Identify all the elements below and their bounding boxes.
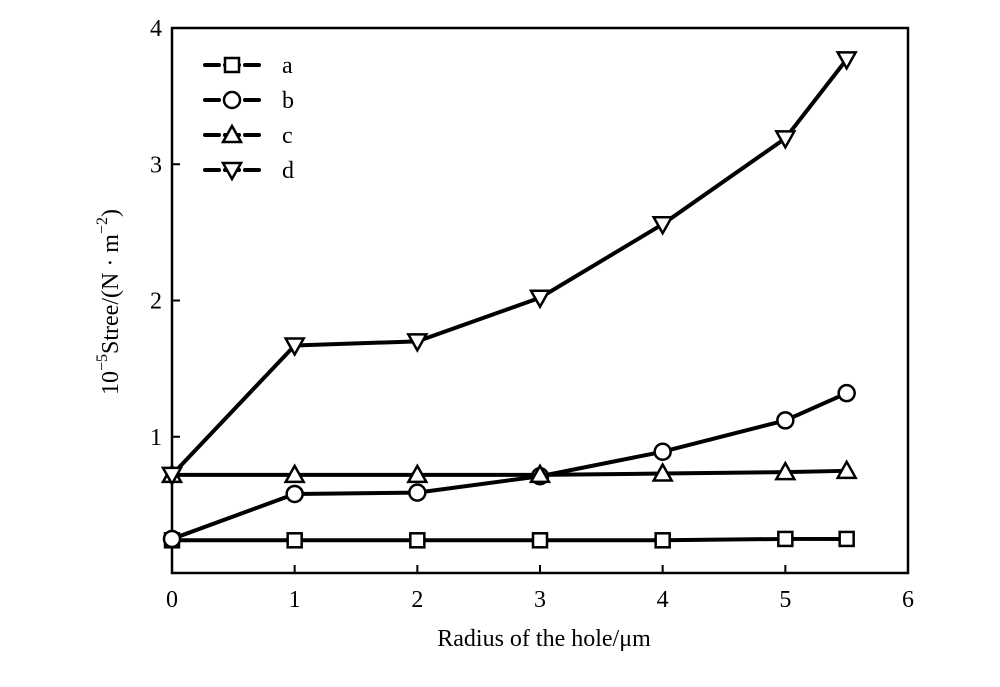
x-axis-label: Radius of the hole/μm bbox=[437, 626, 651, 652]
series-line-b bbox=[170, 391, 849, 541]
series-b bbox=[162, 383, 856, 549]
y-axis-label-mid: Stree/(N · m bbox=[98, 234, 124, 354]
x-tick-label: 1 bbox=[289, 587, 301, 613]
series-line-c bbox=[170, 468, 849, 477]
data-point-d bbox=[160, 466, 184, 487]
legend-label: d bbox=[282, 158, 294, 184]
data-point-c bbox=[283, 463, 306, 484]
data-point-b bbox=[162, 529, 182, 549]
series-line-d bbox=[170, 57, 849, 477]
x-tick-label: 6 bbox=[902, 587, 914, 613]
y-axis-label-coef: 10 bbox=[98, 371, 124, 395]
legend-label: a bbox=[282, 53, 293, 79]
y-axis-label-end: ) bbox=[98, 209, 124, 217]
series-d bbox=[160, 51, 858, 487]
data-point-c bbox=[835, 459, 858, 480]
data-point-b bbox=[776, 411, 795, 430]
data-point-c bbox=[774, 460, 797, 481]
legend-marker-d bbox=[220, 161, 244, 182]
data-point-d bbox=[651, 215, 674, 236]
legend-label: b bbox=[282, 88, 294, 114]
series-c bbox=[160, 459, 858, 484]
series-a bbox=[163, 530, 855, 549]
y-axis-label-exp: −5 bbox=[94, 354, 111, 371]
data-point-c bbox=[528, 463, 552, 484]
x-tick-label: 5 bbox=[779, 587, 791, 613]
data-point-b bbox=[408, 483, 427, 502]
data-point-b bbox=[653, 442, 672, 461]
legend-marker-b bbox=[222, 90, 242, 110]
x-tick-label: 2 bbox=[411, 587, 423, 613]
data-point-d bbox=[774, 130, 797, 150]
y-axis-label: 10−5Stree/(N · m−2) bbox=[94, 209, 124, 395]
data-point-c bbox=[406, 463, 429, 484]
data-point-d bbox=[283, 337, 306, 358]
x-tick-label: 0 bbox=[166, 587, 178, 613]
data-point-a bbox=[777, 530, 794, 548]
y-tick-label: 4 bbox=[150, 16, 162, 42]
data-point-a bbox=[654, 532, 671, 549]
axis-ticks: 0 1 2 3 4 5 6 1 2 3 4 bbox=[150, 16, 914, 613]
series-layer bbox=[160, 51, 858, 549]
legend-item-d: d bbox=[203, 158, 294, 184]
x-tick-label: 3 bbox=[534, 587, 546, 613]
data-point-d bbox=[528, 289, 552, 310]
legend-marker-a bbox=[223, 56, 241, 74]
y-tick-label: 1 bbox=[150, 425, 162, 451]
y-tick-label: 2 bbox=[150, 289, 162, 315]
series-line-a bbox=[170, 536, 849, 543]
data-point-d bbox=[835, 51, 858, 71]
y-tick-label: 3 bbox=[150, 152, 162, 178]
data-point-c bbox=[651, 461, 674, 482]
legend-label: c bbox=[282, 123, 293, 149]
data-point-a bbox=[286, 532, 303, 549]
legend-marker-c bbox=[220, 123, 244, 144]
data-point-d bbox=[406, 333, 429, 353]
data-point-a bbox=[838, 530, 855, 548]
legend-item-c: c bbox=[203, 123, 293, 149]
x-tick-label: 4 bbox=[657, 587, 669, 613]
legend-item-b: b bbox=[203, 88, 294, 114]
data-point-b bbox=[837, 383, 856, 403]
data-point-a bbox=[531, 532, 549, 549]
y-axis-label-unit-exp: −2 bbox=[94, 217, 111, 234]
legend-item-a: a bbox=[203, 53, 293, 79]
data-point-b bbox=[285, 484, 304, 504]
data-point-a bbox=[409, 532, 426, 549]
